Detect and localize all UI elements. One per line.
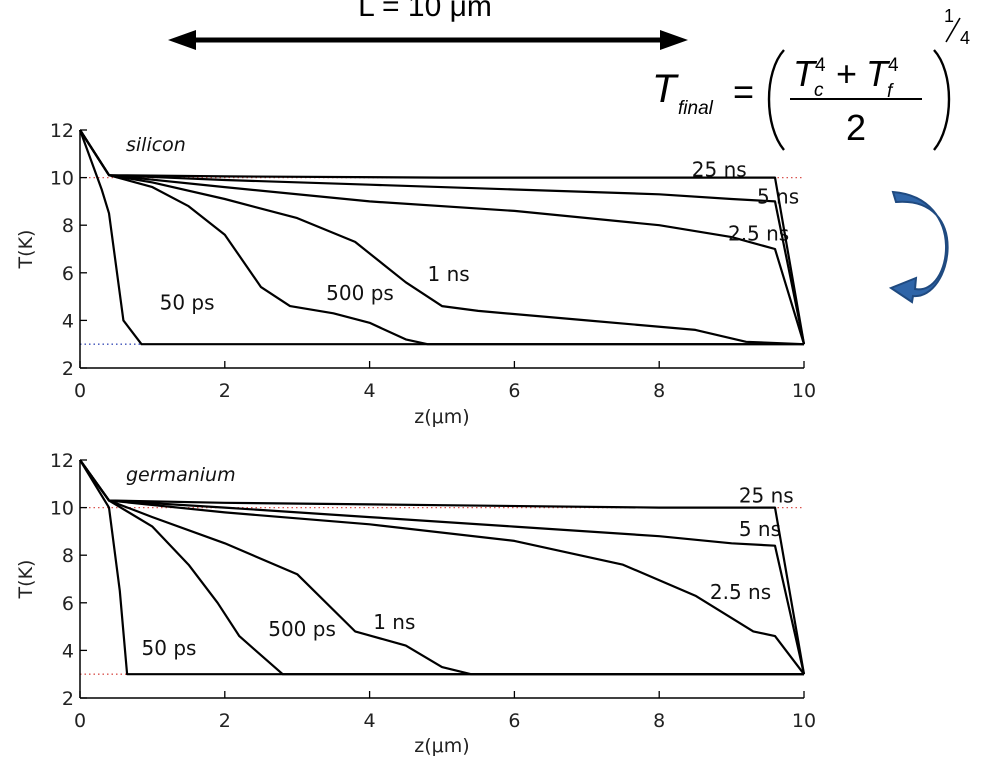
chart1-series-label-4: 5 ns — [739, 517, 781, 541]
eq-right-paren — [933, 49, 951, 151]
chart1-series-label-2: 1 ns — [373, 610, 415, 634]
chart0-series-label-5: 25 ns — [692, 157, 747, 181]
chart1-x-tick-label-2: 4 — [364, 710, 376, 732]
chart1-series-label-3: 2.5 ns — [710, 580, 771, 604]
chart1-series-1 — [79, 459, 804, 676]
chart1-material-label: germanium — [126, 464, 236, 486]
equation: T final = T 4 c + T 4 f 2 1 4 — [652, 6, 970, 151]
chart0-x-tick-label-2: 4 — [364, 380, 376, 402]
chart1-y-tick-label-4: 10 — [50, 498, 74, 520]
chart0-series-label-1: 500 ps — [326, 281, 394, 305]
chart1-series-3 — [79, 459, 805, 675]
chart1-series-2 — [79, 459, 804, 676]
chart1-series-5 — [79, 459, 806, 675]
chart0-series-4 — [79, 129, 806, 345]
chart0-y-tick-label-0: 2 — [62, 358, 74, 380]
chart0-y-axis-label: T(K) — [15, 230, 37, 270]
banner-label: L = 10 μm — [358, 0, 492, 23]
eq-t1-sup: 4 — [815, 55, 826, 76]
chart0-x-tick-label-0: 0 — [74, 380, 86, 402]
chart0-series-5 — [79, 129, 806, 345]
chart0-x-tick-label-1: 2 — [219, 380, 231, 402]
eq-t1: T — [793, 53, 818, 94]
arrow-right-head-icon — [660, 30, 688, 50]
chart0-x-tick-label-4: 8 — [653, 380, 665, 402]
chart1-y-tick-label-2: 6 — [62, 593, 74, 615]
chart0-y-tick-label-2: 6 — [62, 263, 74, 285]
chart0-material-label: silicon — [126, 134, 186, 156]
chart1-x-tick-label-0: 0 — [74, 710, 86, 732]
eq-t1-sub: c — [814, 80, 824, 101]
chart0-y-tick-label-3: 8 — [62, 215, 74, 237]
chart1-y-tick-label-3: 8 — [62, 545, 74, 567]
chart0-series-label-0: 50 ps — [160, 291, 215, 315]
length-banner: L = 10 μm — [168, 0, 688, 50]
eq-plus: + — [836, 53, 857, 94]
eq-exp-num: 1 — [944, 6, 954, 26]
chart1-series-label-5: 25 ns — [739, 484, 794, 508]
eq-t2-sub: f — [887, 81, 894, 102]
eq-left-paren — [767, 49, 785, 151]
chart0-series-2 — [79, 129, 805, 346]
eq-t2-sup: 4 — [888, 55, 899, 76]
chart1-y-tick-label-5: 12 — [50, 450, 74, 472]
chart1-y-tick-label-1: 4 — [62, 640, 74, 662]
chart1-series-label-0: 50 ps — [142, 636, 197, 660]
eq-denominator: 2 — [846, 107, 866, 148]
chart0-x-tick-label-5: 10 — [792, 380, 816, 402]
chart1-x-tick-label-4: 8 — [653, 710, 665, 732]
chart0-y-tick-label-5: 12 — [50, 120, 74, 142]
chart1-series-label-1: 500 ps — [268, 617, 336, 641]
eq-lhs-sub: final — [678, 98, 714, 119]
chart0-series-3 — [79, 129, 806, 345]
chart0-y-tick-label-4: 10 — [50, 168, 74, 190]
arrow-left-head-icon — [168, 30, 196, 50]
eq-lhs: T — [652, 67, 679, 111]
eq-equals: = — [733, 71, 754, 112]
chart1-y-axis-label: T(K) — [15, 560, 37, 600]
chart0-y-tick-label-1: 4 — [62, 310, 74, 332]
chart1-y-tick-label-0: 2 — [62, 688, 74, 710]
chart0-x-axis-label: z(μm) — [414, 406, 469, 428]
eq-exp-den: 4 — [960, 28, 970, 48]
chart1-x-tick-label-5: 10 — [792, 710, 816, 732]
chart1-series-4 — [79, 459, 806, 675]
eq-t2: T — [866, 53, 891, 94]
chart1-x-axis-label: z(μm) — [414, 735, 469, 757]
eq-exp-slash — [945, 17, 961, 43]
chart1-x-tick-label-1: 2 — [219, 710, 231, 732]
chart0-series-label-2: 1 ns — [428, 262, 470, 286]
chart0-x-tick-label-3: 6 — [508, 380, 520, 402]
chart0-series-0 — [78, 129, 804, 346]
curved-arrow-icon — [888, 190, 949, 304]
chart0-series-1 — [79, 129, 804, 346]
chart1-x-tick-label-3: 6 — [508, 710, 520, 732]
